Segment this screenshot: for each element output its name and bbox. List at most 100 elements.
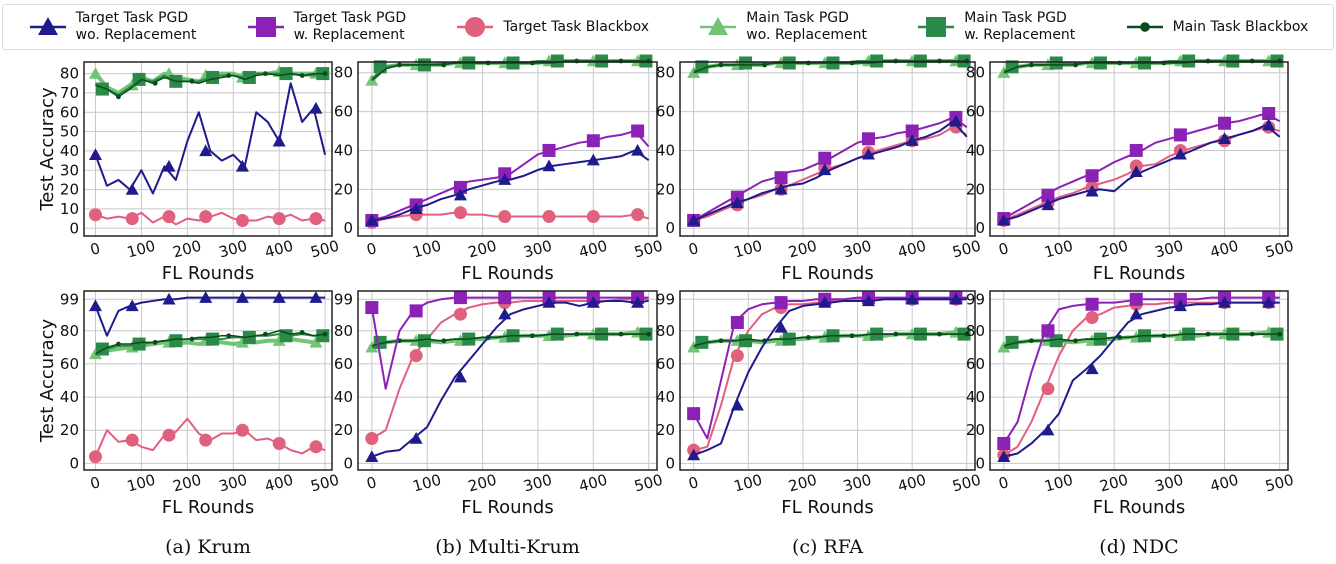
data-point-tb: [498, 210, 512, 224]
data-point-mb: [397, 62, 402, 68]
series-line-mb: [693, 333, 967, 347]
data-point-mb: [1249, 331, 1255, 337]
x-tick-label: 500: [632, 237, 664, 262]
data-point-tb: [235, 423, 249, 437]
legend-marker: [465, 17, 486, 37]
subfigure-caption: (d) NDC: [1099, 536, 1178, 558]
data-point-tw: [453, 370, 467, 383]
data-point-tw: [997, 450, 1011, 462]
data-point-tw: [125, 183, 139, 195]
plot-frame: [679, 290, 976, 471]
data-point-mw2: [169, 334, 183, 348]
plot-frame: [989, 290, 1289, 471]
y-tick-label: 40: [656, 141, 675, 159]
data-point-tw2: [730, 315, 744, 329]
subplot-bottom-b: 0 100 200 300 400 500 0 20 40 60 80 99 FL Rounds: [334, 290, 665, 518]
data-point-tw2: [1173, 128, 1187, 142]
data-point-tw2: [1041, 324, 1055, 338]
x-axis-label: FL Rounds: [461, 263, 553, 284]
data-point-mb: [116, 341, 121, 347]
data-point-mw: [309, 335, 323, 348]
data-point-mw2: [206, 332, 220, 346]
data-point-mb: [849, 333, 855, 339]
subplot-top-d: 0 100 200 300 400 500 0 20 40 60 80 FL Rounds: [966, 54, 1296, 284]
data-point-tw: [162, 292, 176, 305]
x-tick-label: 200: [171, 471, 203, 496]
y-tick-label: 0: [69, 454, 79, 472]
data-point-tw: [1262, 296, 1276, 308]
y-tick-label: 40: [60, 142, 79, 160]
data-point-tb: [235, 214, 249, 228]
y-tick-label: 20: [334, 180, 353, 198]
data-point-tb: [631, 208, 645, 222]
data-point-tb: [199, 433, 213, 447]
data-point-mb: [805, 335, 811, 340]
data-point-tw: [1041, 423, 1055, 436]
series-line-mb: [1003, 60, 1280, 74]
data-point-mb: [263, 71, 268, 76]
x-tick-label: 100: [1043, 471, 1075, 496]
y-tick-label: 0: [665, 219, 675, 237]
legend-marker-icon: [918, 17, 955, 37]
data-point-tw2: [687, 407, 701, 421]
legend-marker: [1139, 22, 1150, 32]
data-point-tw: [631, 296, 645, 308]
data-point-tw: [453, 188, 467, 201]
data-point-mb: [937, 331, 942, 337]
y-tick-label: 60: [656, 103, 675, 121]
data-point-mw2: [695, 335, 709, 349]
y-tick-label: 0: [343, 454, 353, 472]
data-point-mw2: [1005, 335, 1019, 349]
x-tick-label: 400: [263, 471, 295, 496]
data-point-tb: [88, 208, 102, 222]
data-point-mb: [226, 333, 232, 339]
legend-label: Target Task PGD w. Replacement: [293, 10, 407, 43]
data-point-tw: [88, 148, 102, 160]
x-tick-label: 400: [896, 471, 928, 496]
data-point-tw: [586, 296, 600, 308]
data-point-tw: [272, 291, 286, 303]
data-point-mb: [299, 330, 305, 335]
data-point-tw: [1129, 165, 1143, 178]
data-point-tw2: [409, 304, 423, 318]
data-point-tw2: [586, 134, 600, 148]
data-point-tw: [272, 134, 286, 147]
data-point-tb: [88, 450, 102, 464]
y-tick-label: 40: [656, 388, 675, 406]
data-point-mw2: [417, 334, 431, 348]
x-tick-label: 0: [365, 473, 379, 493]
data-point-tw: [498, 307, 512, 320]
legend-marker-icon: [247, 17, 284, 37]
data-point-tw: [1262, 118, 1276, 131]
data-point-mb: [322, 331, 328, 337]
data-point-mw: [272, 334, 286, 346]
x-tick-label: 200: [171, 237, 203, 262]
plot-frame: [989, 61, 1289, 237]
data-point-tb: [409, 349, 423, 363]
y-tick-label: 60: [60, 355, 79, 373]
x-tick-label: 500: [1263, 237, 1295, 262]
x-tick-label: 100: [411, 471, 443, 496]
data-point-tb: [586, 210, 600, 224]
x-tick-label: 300: [841, 237, 873, 262]
data-point-tw: [861, 147, 875, 160]
y-tick-label: 40: [60, 388, 79, 406]
data-point-mw2: [132, 72, 146, 86]
data-point-mb: [189, 78, 195, 84]
series-line-tb: [371, 298, 649, 440]
x-tick-label: 300: [522, 237, 554, 262]
plot-frame: [357, 61, 658, 237]
y-tick-label: 60: [966, 355, 985, 373]
x-tick-label: 100: [411, 237, 443, 262]
x-tick-label: 200: [786, 471, 818, 496]
x-axis-label: FL Rounds: [1093, 497, 1185, 518]
legend-marker: [926, 17, 947, 37]
x-axis-label: FL Rounds: [162, 263, 254, 284]
y-tick-label: 0: [975, 454, 985, 472]
data-point-tw: [586, 153, 600, 166]
data-point-mb: [530, 333, 535, 339]
y-tick-label: 80: [966, 322, 985, 340]
x-tick-label: 500: [950, 471, 982, 496]
y-tick-label: 80: [334, 322, 353, 340]
